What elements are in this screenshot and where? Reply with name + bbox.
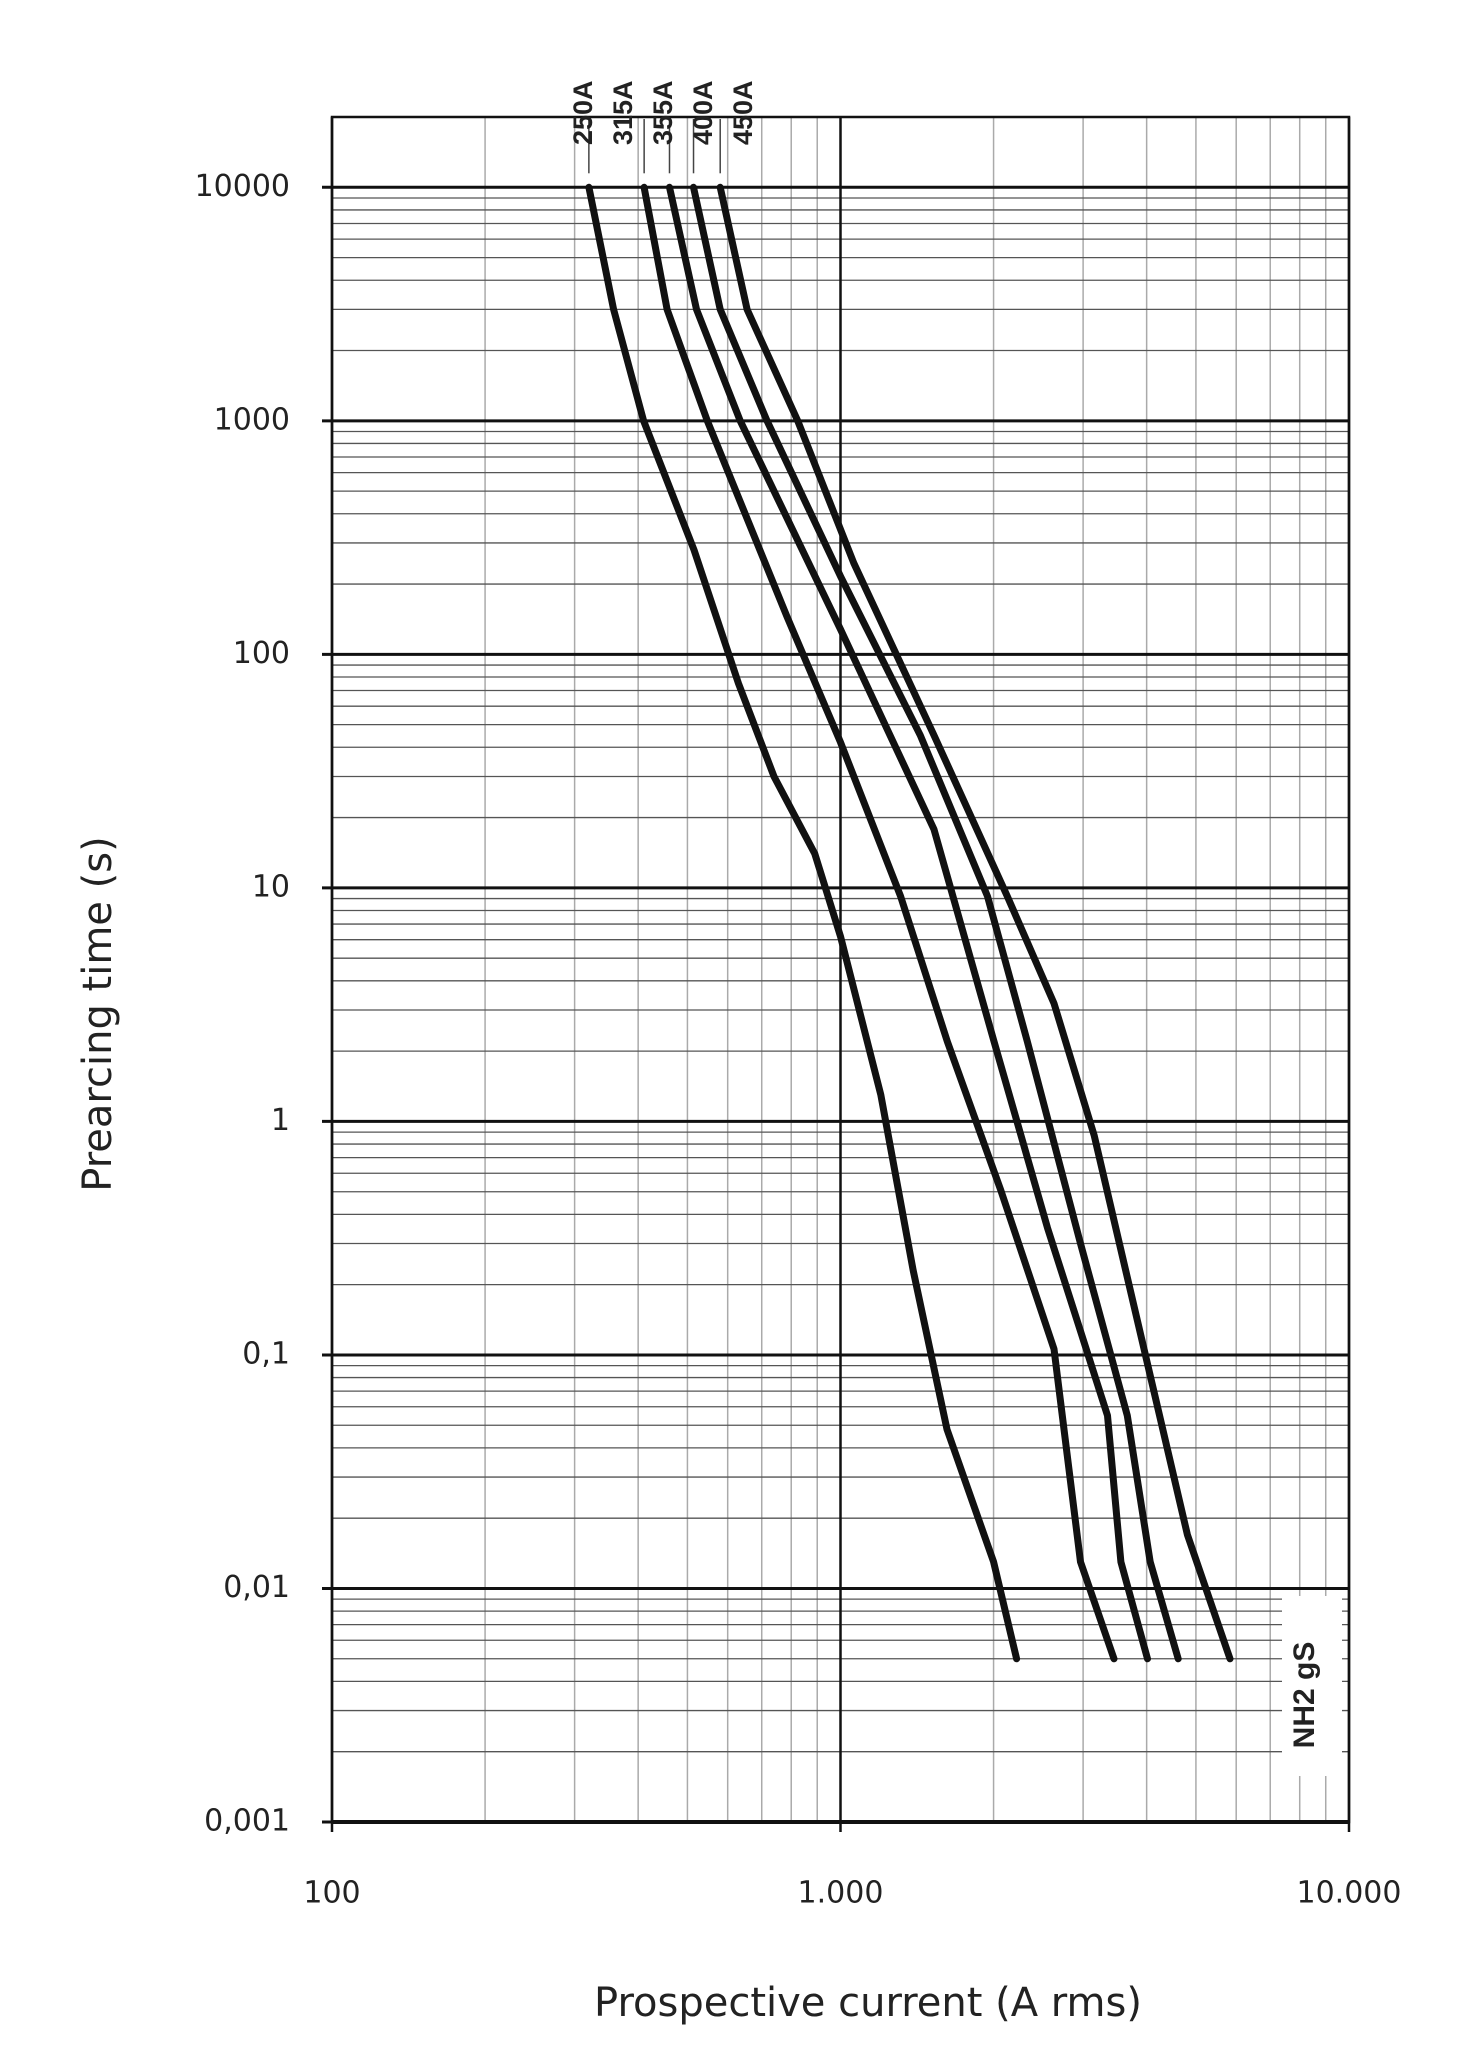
x-tick-label: 100	[303, 1876, 360, 1911]
curve	[640, 183, 1118, 1663]
x-axis-label: Prospective current (A rms)	[594, 1980, 1142, 2026]
y-tick-label: 10000	[195, 169, 290, 204]
annotation-box	[1282, 1596, 1342, 1776]
curve-label: 400A	[688, 80, 718, 145]
curve	[585, 183, 1021, 1663]
y-tick-label: 0,001	[204, 1804, 290, 1839]
curve	[716, 183, 1234, 1663]
x-tick-label: 1.000	[798, 1876, 884, 1911]
y-axis-label: Prearcing time (s)	[75, 836, 121, 1191]
y-tick-label: 1	[271, 1103, 290, 1138]
plot: 250A 315A 355A 400A 450A NH2 gS	[568, 80, 1342, 1776]
grid	[322, 115, 1351, 1832]
y-tick-label: 0,1	[242, 1336, 290, 1371]
curve	[666, 183, 1151, 1663]
annotation: NH2 gS	[1288, 1642, 1321, 1749]
y-tick-label: 1000	[214, 402, 290, 437]
curve-label: 450A	[728, 80, 758, 145]
curve-label: 315A	[608, 80, 638, 145]
curve-label: 250A	[568, 80, 598, 145]
x-tick-label: 10.000	[1297, 1876, 1402, 1911]
y-tick-label: 10	[252, 869, 290, 904]
y-tick-label: 0,01	[223, 1570, 290, 1605]
y-tick-label: 100	[233, 636, 290, 671]
curve	[690, 183, 1182, 1663]
curve-label: 355A	[648, 80, 678, 145]
